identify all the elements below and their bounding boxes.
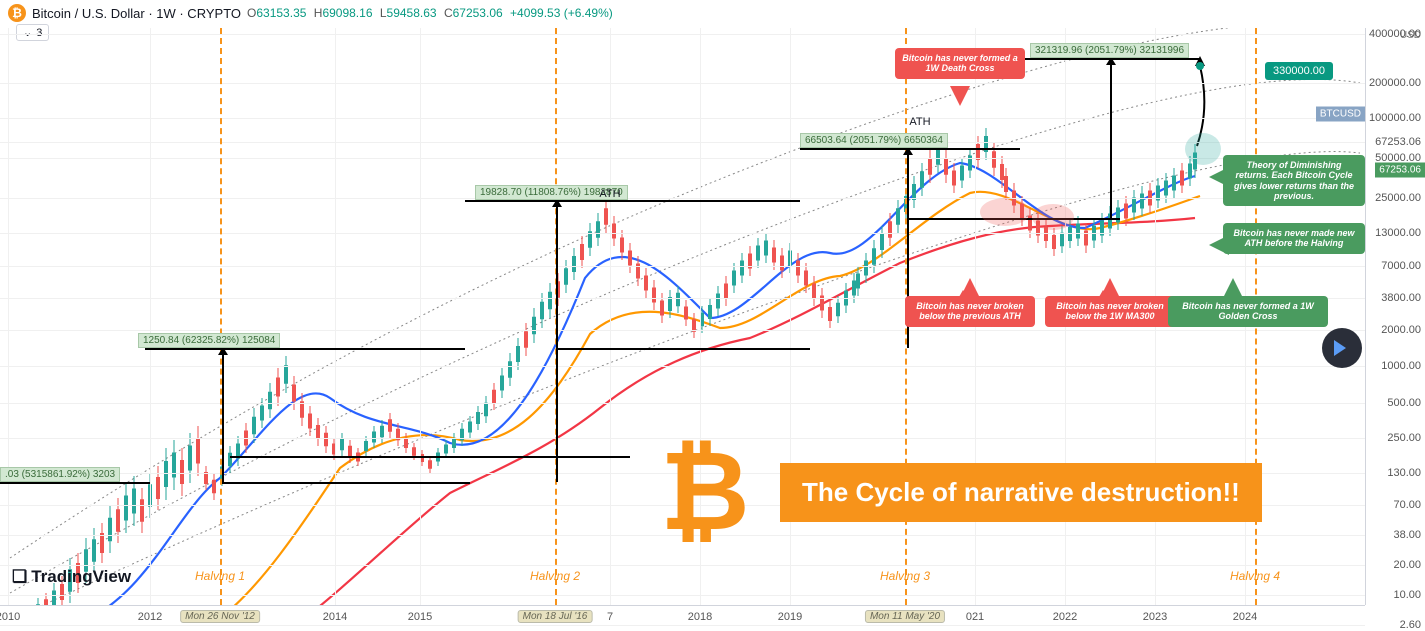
halving-label: Halving 3 [880,569,930,583]
y-tick: 3800.00 [1381,292,1421,304]
green-callout: Bitcoin has never formed a 1W Golden Cro… [1168,296,1328,327]
price-hline [145,348,465,350]
y-tick: 400000.00 [1369,28,1421,40]
y-tick: 13000.00 [1375,227,1421,239]
y-axis[interactable]: USD 400000.00200000.00100000.0067253.065… [1365,28,1425,605]
price-annotation: 321319.96 (2051.79%) 32131996 [1030,43,1189,58]
price-hline [0,482,150,484]
x-tick: 2024 [1233,611,1257,623]
x-tick: 2023 [1143,611,1167,623]
green-callout: Bitcoin has never made new ATH before th… [1223,223,1365,254]
price-hline [230,456,630,458]
bitcoin-logo-icon: ₿ [660,428,750,555]
y-tick: 7000.00 [1381,260,1421,272]
ath-label: ATH [909,116,930,128]
red-callout: Bitcoin has never broken below the 1W MA… [1045,296,1175,327]
y-tick: 100000.00 [1369,112,1421,124]
ohlc-readout: O63153.35 H69098.16 L59458.63 C67253.06 … [247,6,613,20]
y-tick: 38.00 [1393,529,1421,541]
halving-date-label: Mon 18 Jul '16 [518,610,593,623]
title-banner: The Cycle of narrative destruction!! [780,463,1262,522]
y-tick: 10.00 [1393,589,1421,601]
halving-date-label: Mon 26 Nov '12 [180,610,260,623]
halving-vline [220,28,222,605]
price-annotation: 1250.84 (62325.82%) 125084 [138,333,280,348]
y-tick: 250.00 [1387,432,1421,444]
halving-date-label: Mon 11 May '20 [865,610,945,623]
x-tick: 021 [966,611,984,623]
y-tick: 67253.06 [1375,136,1421,148]
current-price-badge: 67253.06 [1375,163,1425,178]
y-tick: 130.00 [1387,467,1421,479]
y-tick: 500.00 [1387,397,1421,409]
highlight-ellipse [980,198,1030,226]
x-tick: 2019 [778,611,802,623]
range-arrow [556,200,558,482]
price-annotation: .03 (5315861.92%) 3203 [0,467,120,482]
halving-label: Halving 4 [1230,569,1280,583]
y-tick: 25000.00 [1375,192,1421,204]
y-tick: 20.00 [1393,559,1421,571]
halving-label: Halving 2 [530,569,580,583]
x-axis[interactable]: 2010 2012 2014 2015 7 2018 2019 021 2022 2023 2024… [0,605,1365,625]
y-tick: 70.00 [1393,499,1421,511]
highlight-ellipse [1032,204,1074,230]
green-callout: Theory of Diminishing returns. Each Bitc… [1223,155,1365,206]
range-arrow [222,348,224,482]
y-tick: 2.60 [1400,619,1421,631]
y-tick: 2000.00 [1381,324,1421,336]
y-tick: 1000.00 [1381,360,1421,372]
symbol-badge: BTCUSD [1316,107,1365,122]
red-callout: Bitcoin has never formed a 1W Death Cros… [895,48,1025,79]
symbol-title[interactable]: Bitcoin / U.S. Dollar · 1W · CRYPTO [32,6,241,21]
x-tick: 2012 [138,611,162,623]
tv-icon: ❏ [12,567,27,587]
ath-label: ATH [599,188,620,200]
x-tick: 7 [607,611,613,623]
chart-plot-area[interactable]: Halving 1 Halving 2 Halving 3 Halving 4 .03 … [0,28,1365,605]
btc-icon: ₿ [8,4,26,22]
x-tick: 2018 [688,611,712,623]
x-tick: 2015 [408,611,432,623]
x-tick: 2014 [323,611,347,623]
highlight-ellipse [1185,133,1221,165]
range-arrow [1110,58,1112,218]
price-hline [222,482,470,484]
y-tick: 200000.00 [1369,77,1421,89]
chart-header: ₿ Bitcoin / U.S. Dollar · 1W · CRYPTO O6… [0,0,1425,26]
x-tick: 2022 [1053,611,1077,623]
red-callout: Bitcoin has never broken below the previ… [905,296,1035,327]
price-target-badge: 330000.00 [1265,62,1333,80]
tradingview-logo[interactable]: ❏ TradingView [12,567,131,587]
play-button[interactable] [1322,328,1362,368]
price-hline [465,200,800,202]
price-hline [556,348,810,350]
price-annotation: 66503.64 (2051.79%) 6650364 [800,133,948,148]
x-tick: 2010 [0,611,20,623]
halving-label: Halving 1 [195,569,245,583]
